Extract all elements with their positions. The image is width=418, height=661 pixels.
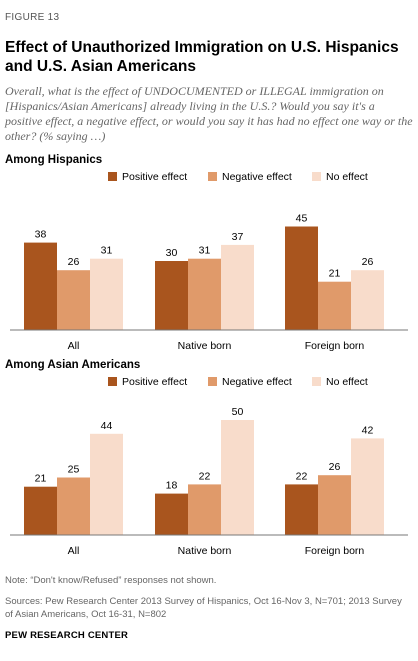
asian-americans-legend-item-1: Positive effect: [108, 376, 187, 388]
hispanics-bar-2-2: [188, 258, 221, 330]
footnote: Note: “Don't know/Refused” responses not…: [5, 575, 217, 586]
hispanics-bar-3-2: [318, 281, 351, 330]
asian-americans-value-label-1-1: 21: [35, 473, 47, 485]
hispanics-legend-item-3: No effect: [312, 171, 368, 183]
asian-americans-legend-label-1: Positive effect: [122, 376, 187, 388]
hispanics-legend-label-3: No effect: [326, 171, 368, 183]
hispanics-legend-item-1: Positive effect: [108, 171, 187, 183]
asian-americans-value-label-3-3: 42: [362, 424, 374, 436]
asian-americans-bar-3-2: [318, 475, 351, 535]
hispanics-legend-swatch-1: [108, 172, 117, 181]
asian-americans-bar-3-3: [351, 438, 384, 535]
asian-americans-value-label-2-1: 18: [166, 480, 178, 492]
asian-americans-legend-item-2: Negative effect: [208, 376, 292, 388]
hispanics-bar-2-1: [155, 261, 188, 330]
hispanics-bar-2-3: [221, 244, 254, 330]
hispanics-value-label-1-2: 26: [68, 256, 80, 268]
chart-title: Effect of Unauthorized Immigration on U.…: [5, 39, 399, 75]
hispanics-bar-chart: Positive effect Negative effect No effect 3…: [10, 171, 408, 352]
asian-americans-value-label-3-1: 22: [296, 470, 308, 482]
asian-americans-value-label-3-2: 26: [329, 461, 341, 473]
hispanics-category-label-3: Foreign born: [305, 340, 365, 352]
asian-americans-legend-swatch-3: [312, 377, 321, 386]
hispanics-section-title: Among Hispanics: [5, 154, 103, 166]
credit-line: PEW RESEARCH CENTER: [5, 630, 129, 641]
asian-americans-bar-1-3: [90, 433, 123, 535]
question-text: Overall, what is the effect of UNDOCUMEN…: [5, 84, 413, 143]
asian-americans-legend-swatch-2: [208, 377, 217, 386]
asian-americans-value-label-2-2: 22: [199, 470, 211, 482]
sources-text: Sources: Pew Research Center 2013 Survey…: [5, 596, 402, 620]
hispanics-category-label-2: Native born: [178, 340, 232, 352]
hispanics-bar-3-3: [351, 270, 384, 330]
asian-americans-bar-chart: Positive effect Negative effect No effect 2…: [10, 376, 408, 557]
hispanics-value-label-2-1: 30: [166, 247, 178, 259]
hispanics-value-label-3-1: 45: [296, 213, 308, 225]
asian-americans-legend-item-3: No effect: [312, 376, 368, 388]
asian-americans-bar-2-1: [155, 493, 188, 535]
hispanics-bar-1-3: [90, 258, 123, 330]
hispanics-legend-label-1: Positive effect: [122, 171, 187, 183]
asian-americans-legend-swatch-1: [108, 377, 117, 386]
hispanics-value-label-1-1: 38: [35, 229, 47, 241]
asian-americans-bar-1-1: [24, 486, 57, 535]
asian-americans-category-label-3: Foreign born: [305, 545, 365, 557]
asian-americans-value-label-2-3: 50: [232, 406, 244, 418]
hispanics-value-label-3-2: 21: [329, 268, 341, 280]
hispanics-legend-item-2: Negative effect: [208, 171, 292, 183]
asian-americans-bar-2-3: [221, 420, 254, 535]
asian-americans-bar-2-2: [188, 484, 221, 535]
hispanics-bar-3-1: [285, 226, 318, 330]
asian-americans-legend-label-2: Negative effect: [222, 376, 292, 388]
hispanics-legend-label-2: Negative effect: [222, 171, 292, 183]
asian-americans-category-label-2: Native born: [178, 545, 232, 557]
hispanics-category-label-1: All: [68, 340, 80, 352]
hispanics-value-label-1-3: 31: [101, 245, 113, 257]
hispanics-value-label-3-3: 26: [362, 256, 374, 268]
asian-americans-bar-1-2: [57, 477, 90, 535]
asian-americans-section-title: Among Asian Americans: [5, 359, 141, 371]
asian-americans-value-label-1-2: 25: [68, 464, 80, 476]
hispanics-bar-1-1: [24, 242, 57, 330]
asian-americans-bar-3-1: [285, 484, 318, 535]
hispanics-value-label-2-2: 31: [199, 245, 211, 257]
hispanics-bar-1-2: [57, 270, 90, 330]
asian-americans-value-label-1-3: 44: [101, 420, 113, 432]
asian-americans-category-label-1: All: [68, 545, 80, 557]
hispanics-legend-swatch-3: [312, 172, 321, 181]
asian-americans-legend-label-3: No effect: [326, 376, 368, 388]
figure-label: FIGURE 13: [5, 12, 60, 23]
hispanics-legend-swatch-2: [208, 172, 217, 181]
hispanics-value-label-2-3: 37: [232, 231, 244, 243]
